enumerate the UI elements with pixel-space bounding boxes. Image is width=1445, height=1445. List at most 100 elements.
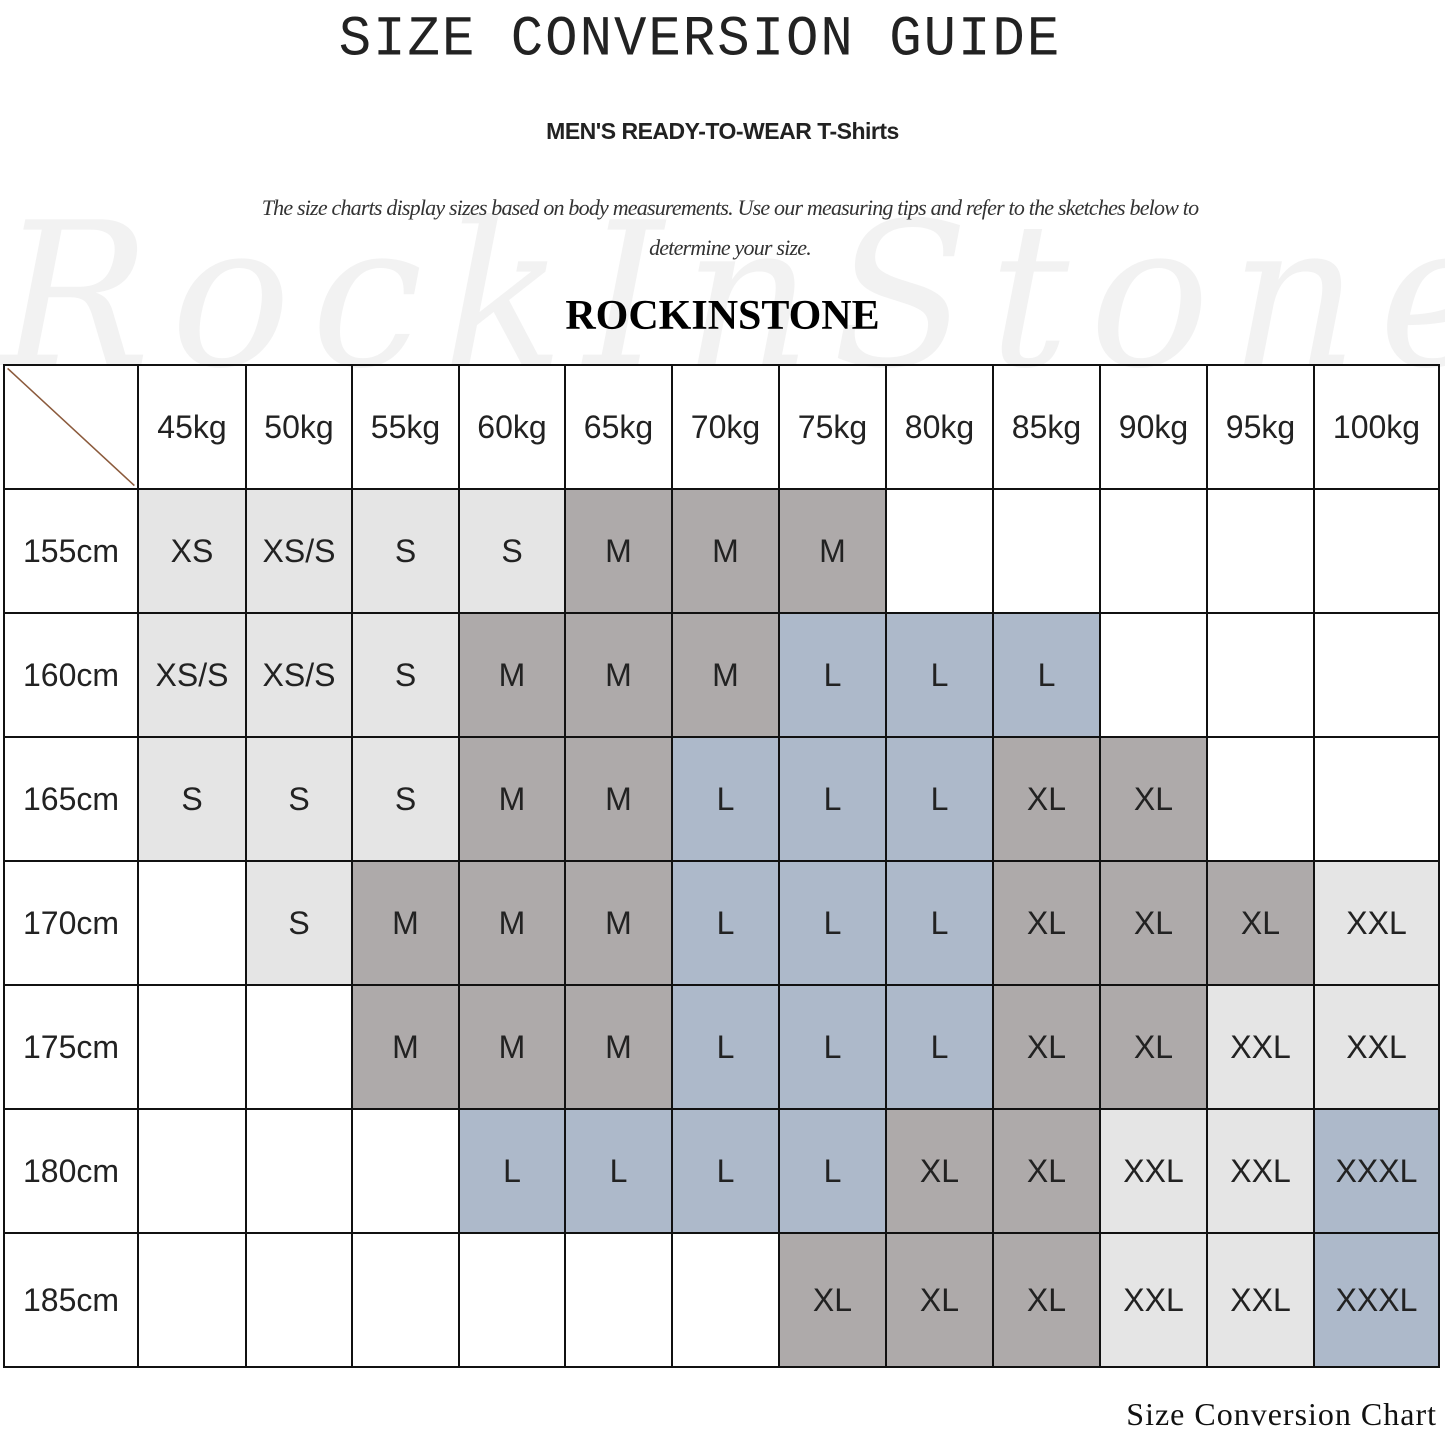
- size-cell: L: [671, 736, 780, 862]
- column-header: 65kg: [564, 364, 673, 490]
- row-header: 170cm: [3, 860, 139, 986]
- size-cell: M: [458, 860, 566, 986]
- size-cell: L: [778, 612, 887, 738]
- size-cell: S: [351, 488, 460, 614]
- size-cell: XXXL: [1313, 1108, 1440, 1234]
- size-cell: XL: [992, 1108, 1101, 1234]
- size-cell: XL: [1099, 736, 1208, 862]
- size-cell: XL: [992, 1232, 1101, 1368]
- size-cell: [351, 1232, 460, 1368]
- size-cell: XL: [1099, 984, 1208, 1110]
- size-cell: [1099, 612, 1208, 738]
- size-cell: M: [458, 736, 566, 862]
- size-cell: S: [351, 736, 460, 862]
- size-table: 45kg 50kg 55kg 60kg 65kg 70kg 75kg 80kg 85kg 90kg…: [3, 364, 1440, 1368]
- row-header: 180cm: [3, 1108, 139, 1234]
- size-cell: L: [671, 1108, 780, 1234]
- size-cell: M: [564, 488, 673, 614]
- column-header: 95kg: [1206, 364, 1315, 490]
- column-header: 70kg: [671, 364, 780, 490]
- size-cell: XL: [885, 1232, 994, 1368]
- size-cell: XXL: [1206, 1232, 1315, 1368]
- size-cell: L: [778, 1108, 887, 1234]
- size-cell: [245, 1232, 353, 1368]
- size-cell: S: [351, 612, 460, 738]
- size-cell: S: [458, 488, 566, 614]
- size-cell: [137, 1108, 247, 1234]
- brand-name: ROCKINSTONE: [565, 293, 880, 339]
- size-cell: M: [458, 612, 566, 738]
- table-row: 180cm L L L L XL XL XXL XXL XXXL: [3, 1108, 1440, 1234]
- size-cell: [1206, 612, 1315, 738]
- size-cell: XL: [992, 984, 1101, 1110]
- description: The size charts display sizes based on b…: [261, 195, 1199, 260]
- table-row: 185cm XL XL XL XXL XXL XXXL: [3, 1232, 1440, 1368]
- table-row: 175cm M M M L L L XL XL XXL XXL: [3, 984, 1440, 1110]
- size-cell: [1313, 612, 1440, 738]
- size-cell: XS/S: [245, 488, 353, 614]
- size-cell: [137, 1232, 247, 1368]
- row-header: 165cm: [3, 736, 139, 862]
- size-cell: XXXL: [1313, 1232, 1440, 1368]
- size-cell: XL: [992, 736, 1101, 862]
- size-cell: [885, 488, 994, 614]
- size-cell: M: [458, 984, 566, 1110]
- size-cell: M: [778, 488, 887, 614]
- corner-cell: [3, 364, 139, 490]
- size-cell: XS/S: [137, 612, 247, 738]
- size-cell: XXL: [1099, 1108, 1208, 1234]
- table-row: 165cm S S S M M L L L XL XL: [3, 736, 1440, 862]
- size-cell: XL: [885, 1108, 994, 1234]
- header-row: 45kg 50kg 55kg 60kg 65kg 70kg 75kg 80kg 85kg 90kg…: [3, 364, 1440, 490]
- size-cell: S: [245, 736, 353, 862]
- column-header: 55kg: [351, 364, 460, 490]
- page-subtitle: MEN'S READY-TO-WEAR T-Shirts: [546, 118, 899, 144]
- table-row: 170cm S M M M L L L XL XL XL XXL: [3, 860, 1440, 986]
- table-row: 155cm XS XS/S S S M M M: [3, 488, 1440, 614]
- size-cell: M: [671, 612, 780, 738]
- size-cell: [1206, 488, 1315, 614]
- size-cell: XL: [1206, 860, 1315, 986]
- size-cell: M: [671, 488, 780, 614]
- table-row: 160cm XS/S XS/S S M M M L L L: [3, 612, 1440, 738]
- size-cell: S: [245, 860, 353, 986]
- size-cell: M: [351, 860, 460, 986]
- column-header: 50kg: [245, 364, 353, 490]
- size-cell: [458, 1232, 566, 1368]
- column-header: 60kg: [458, 364, 566, 490]
- size-cell: M: [564, 736, 673, 862]
- size-cell: L: [564, 1108, 673, 1234]
- row-header: 175cm: [3, 984, 139, 1110]
- size-cell: L: [458, 1108, 566, 1234]
- size-cell: M: [564, 860, 673, 986]
- size-cell: [1099, 488, 1208, 614]
- size-cell: L: [671, 984, 780, 1110]
- page-title: SIZE CONVERSION GUIDE: [338, 8, 1062, 73]
- size-cell: L: [778, 736, 887, 862]
- size-cell: M: [351, 984, 460, 1110]
- size-cell: S: [137, 736, 247, 862]
- size-cell: L: [992, 612, 1101, 738]
- size-cell: [1206, 736, 1315, 862]
- size-cell: XL: [1099, 860, 1208, 986]
- size-cell: XL: [992, 860, 1101, 986]
- size-cell: L: [885, 612, 994, 738]
- column-header: 90kg: [1099, 364, 1208, 490]
- row-header: 185cm: [3, 1232, 139, 1368]
- size-cell: [564, 1232, 673, 1368]
- size-cell: M: [564, 612, 673, 738]
- column-header: 45kg: [137, 364, 247, 490]
- size-cell: [351, 1108, 460, 1234]
- size-cell: XS: [137, 488, 247, 614]
- size-cell: XXL: [1206, 1108, 1315, 1234]
- size-cell: XXL: [1206, 984, 1315, 1110]
- column-header: 75kg: [778, 364, 887, 490]
- row-header: 155cm: [3, 488, 139, 614]
- size-cell: L: [885, 984, 994, 1110]
- size-cell: XXL: [1313, 860, 1440, 986]
- diagonal-line: [7, 367, 135, 487]
- column-header: 85kg: [992, 364, 1101, 490]
- size-cell: [1313, 736, 1440, 862]
- size-cell: [137, 860, 247, 986]
- size-cell: L: [885, 860, 994, 986]
